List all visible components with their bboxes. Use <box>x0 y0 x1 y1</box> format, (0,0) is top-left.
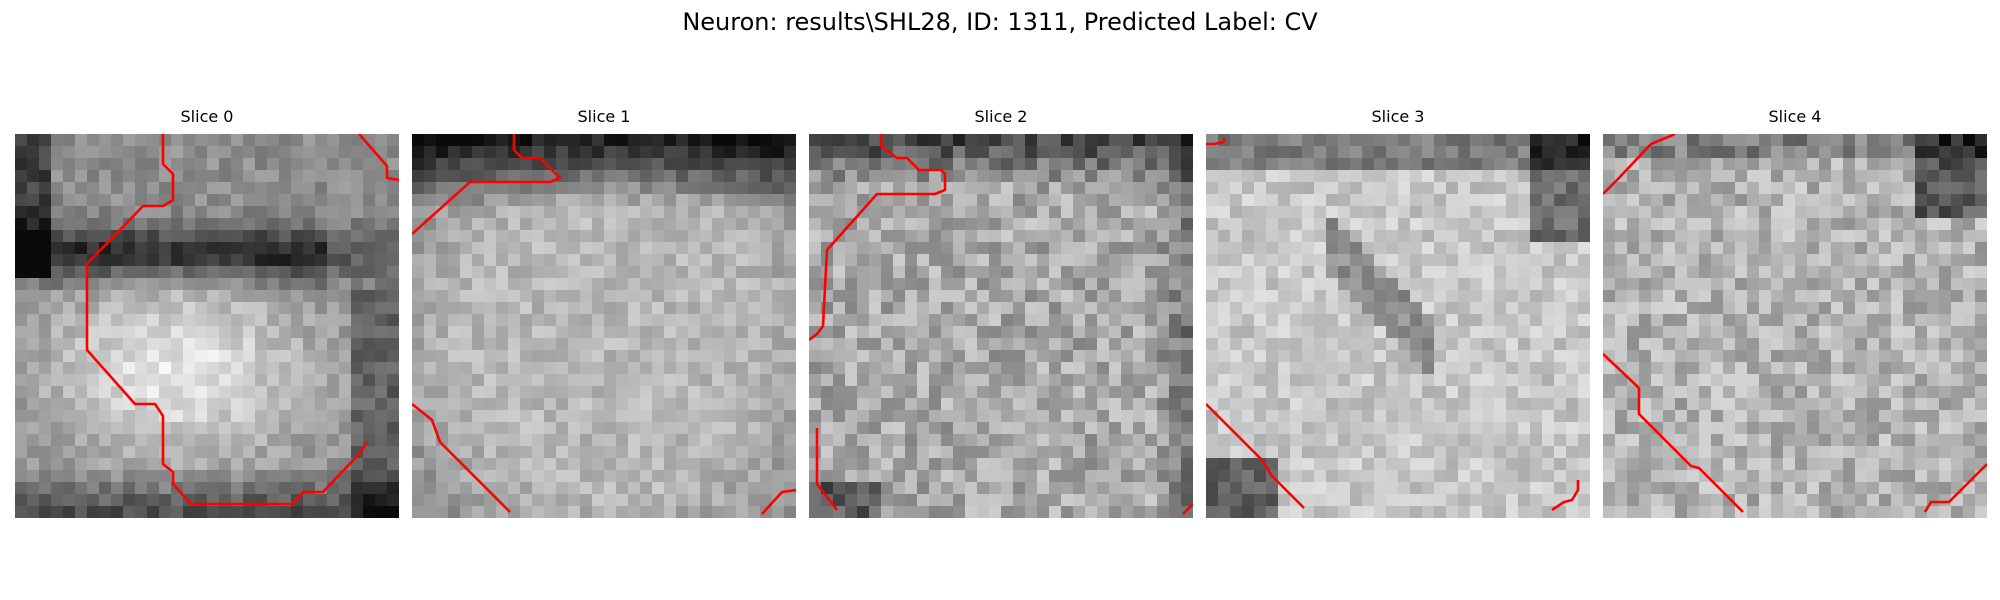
pixel-grid <box>412 134 796 518</box>
contour-line <box>85 134 369 506</box>
slice-image-1 <box>412 134 796 518</box>
pixel-grid <box>1206 134 1590 518</box>
contour-line <box>412 402 511 513</box>
contour-line <box>1923 463 1987 513</box>
contour-line <box>1551 480 1580 512</box>
slice-title: Slice 0 <box>180 107 234 126</box>
contour-line <box>1603 353 1744 513</box>
slice-image-4 <box>1603 134 1987 518</box>
slice-title: Slice 4 <box>1768 107 1822 126</box>
slice-title: Slice 3 <box>1371 107 1425 126</box>
slice-title: Slice 2 <box>974 107 1028 126</box>
contour-line <box>809 134 947 342</box>
contour-line <box>1182 503 1193 515</box>
contour-line <box>1206 138 1226 146</box>
slice-image-2 <box>809 134 1193 518</box>
contour-line <box>1206 403 1305 509</box>
slice-title: Slice 1 <box>577 107 631 126</box>
slice-image-0 <box>15 134 399 518</box>
contour-line <box>1603 134 1676 195</box>
contour-line <box>358 134 399 182</box>
pixel-grid <box>15 134 399 518</box>
contour-line <box>761 488 796 515</box>
slice-image-3 <box>1206 134 1590 518</box>
contour-line <box>815 428 839 511</box>
figure-title: Neuron: results\SHL28, ID: 1311, Predict… <box>682 8 1318 36</box>
pixel-grid <box>1603 134 1987 518</box>
pixel-grid <box>809 134 1193 518</box>
contour-line <box>412 134 562 235</box>
